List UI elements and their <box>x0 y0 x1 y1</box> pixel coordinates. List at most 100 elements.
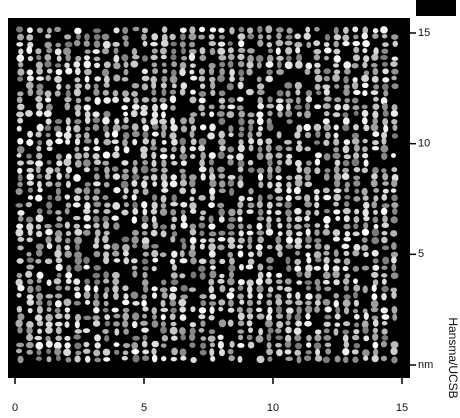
blob <box>161 33 168 42</box>
blob <box>200 300 207 307</box>
blob <box>151 151 157 160</box>
blob <box>161 111 166 119</box>
blob <box>17 117 24 124</box>
blob <box>353 180 361 187</box>
blob <box>142 188 149 196</box>
blob <box>247 202 255 209</box>
blob <box>255 335 264 343</box>
blob <box>104 202 111 208</box>
blob <box>218 319 227 328</box>
blob <box>131 243 138 249</box>
blob <box>16 54 25 62</box>
blob <box>179 153 188 161</box>
blob <box>93 222 100 229</box>
blob <box>54 347 62 356</box>
blob <box>362 40 370 48</box>
blob <box>34 314 43 322</box>
blob <box>35 165 41 174</box>
blob <box>159 97 167 103</box>
blob <box>353 215 360 224</box>
blob <box>132 354 140 363</box>
blob <box>322 356 331 364</box>
blob <box>372 140 379 146</box>
blob <box>161 335 169 342</box>
blob <box>265 138 273 145</box>
blob <box>381 245 390 251</box>
blob <box>122 244 130 252</box>
blob <box>151 249 159 258</box>
blob <box>390 251 399 258</box>
blob <box>189 202 197 210</box>
blob <box>285 320 291 326</box>
blob <box>236 306 244 313</box>
blob <box>83 167 91 173</box>
blob <box>351 81 359 90</box>
blob <box>371 355 379 363</box>
blob <box>17 103 25 111</box>
blob <box>380 307 389 314</box>
blob <box>35 214 44 223</box>
blob <box>372 67 379 76</box>
blob <box>237 53 245 61</box>
blob <box>188 53 196 61</box>
blob <box>54 90 61 97</box>
blob <box>332 265 340 272</box>
blob <box>227 104 236 110</box>
blob <box>275 175 283 181</box>
blob <box>35 341 44 350</box>
blob <box>333 201 339 207</box>
blob <box>351 349 359 355</box>
blob <box>315 348 321 356</box>
blob <box>371 75 379 83</box>
blob <box>200 173 206 181</box>
blob <box>226 292 235 300</box>
blob <box>237 355 243 363</box>
blob <box>238 131 244 138</box>
blob <box>256 167 265 174</box>
blob <box>323 208 331 214</box>
blob <box>324 224 330 229</box>
blob <box>171 250 178 258</box>
blob <box>46 348 52 354</box>
blob <box>189 236 197 245</box>
blob <box>352 231 360 237</box>
blob <box>246 68 253 76</box>
blob <box>227 278 235 286</box>
blob <box>227 299 234 307</box>
blob <box>130 291 139 300</box>
blob <box>266 333 272 342</box>
blob <box>55 285 62 291</box>
blob <box>295 300 303 306</box>
blob <box>93 181 101 187</box>
blob <box>160 82 167 89</box>
blob <box>113 47 119 55</box>
blob <box>75 133 82 139</box>
blob <box>93 56 101 62</box>
blob <box>267 286 274 293</box>
blob <box>342 145 350 154</box>
blob <box>265 152 273 161</box>
blob <box>65 84 71 90</box>
blob <box>65 117 71 126</box>
blob <box>218 138 226 146</box>
blob <box>55 263 63 272</box>
blob <box>16 160 24 166</box>
blob <box>26 34 34 41</box>
blob <box>361 32 368 40</box>
blob <box>285 146 293 152</box>
blob <box>84 116 91 124</box>
blob <box>74 67 81 76</box>
blob <box>314 355 323 362</box>
blob <box>169 313 176 321</box>
blob <box>131 54 140 60</box>
blob <box>342 103 350 111</box>
blob <box>294 334 302 342</box>
credit: Hansma/UCSB <box>446 317 460 398</box>
blob <box>238 334 244 341</box>
blob <box>208 243 216 252</box>
blob <box>142 175 149 181</box>
blob <box>111 307 119 313</box>
blob <box>324 342 332 348</box>
blob <box>304 110 311 119</box>
blob <box>170 54 177 61</box>
